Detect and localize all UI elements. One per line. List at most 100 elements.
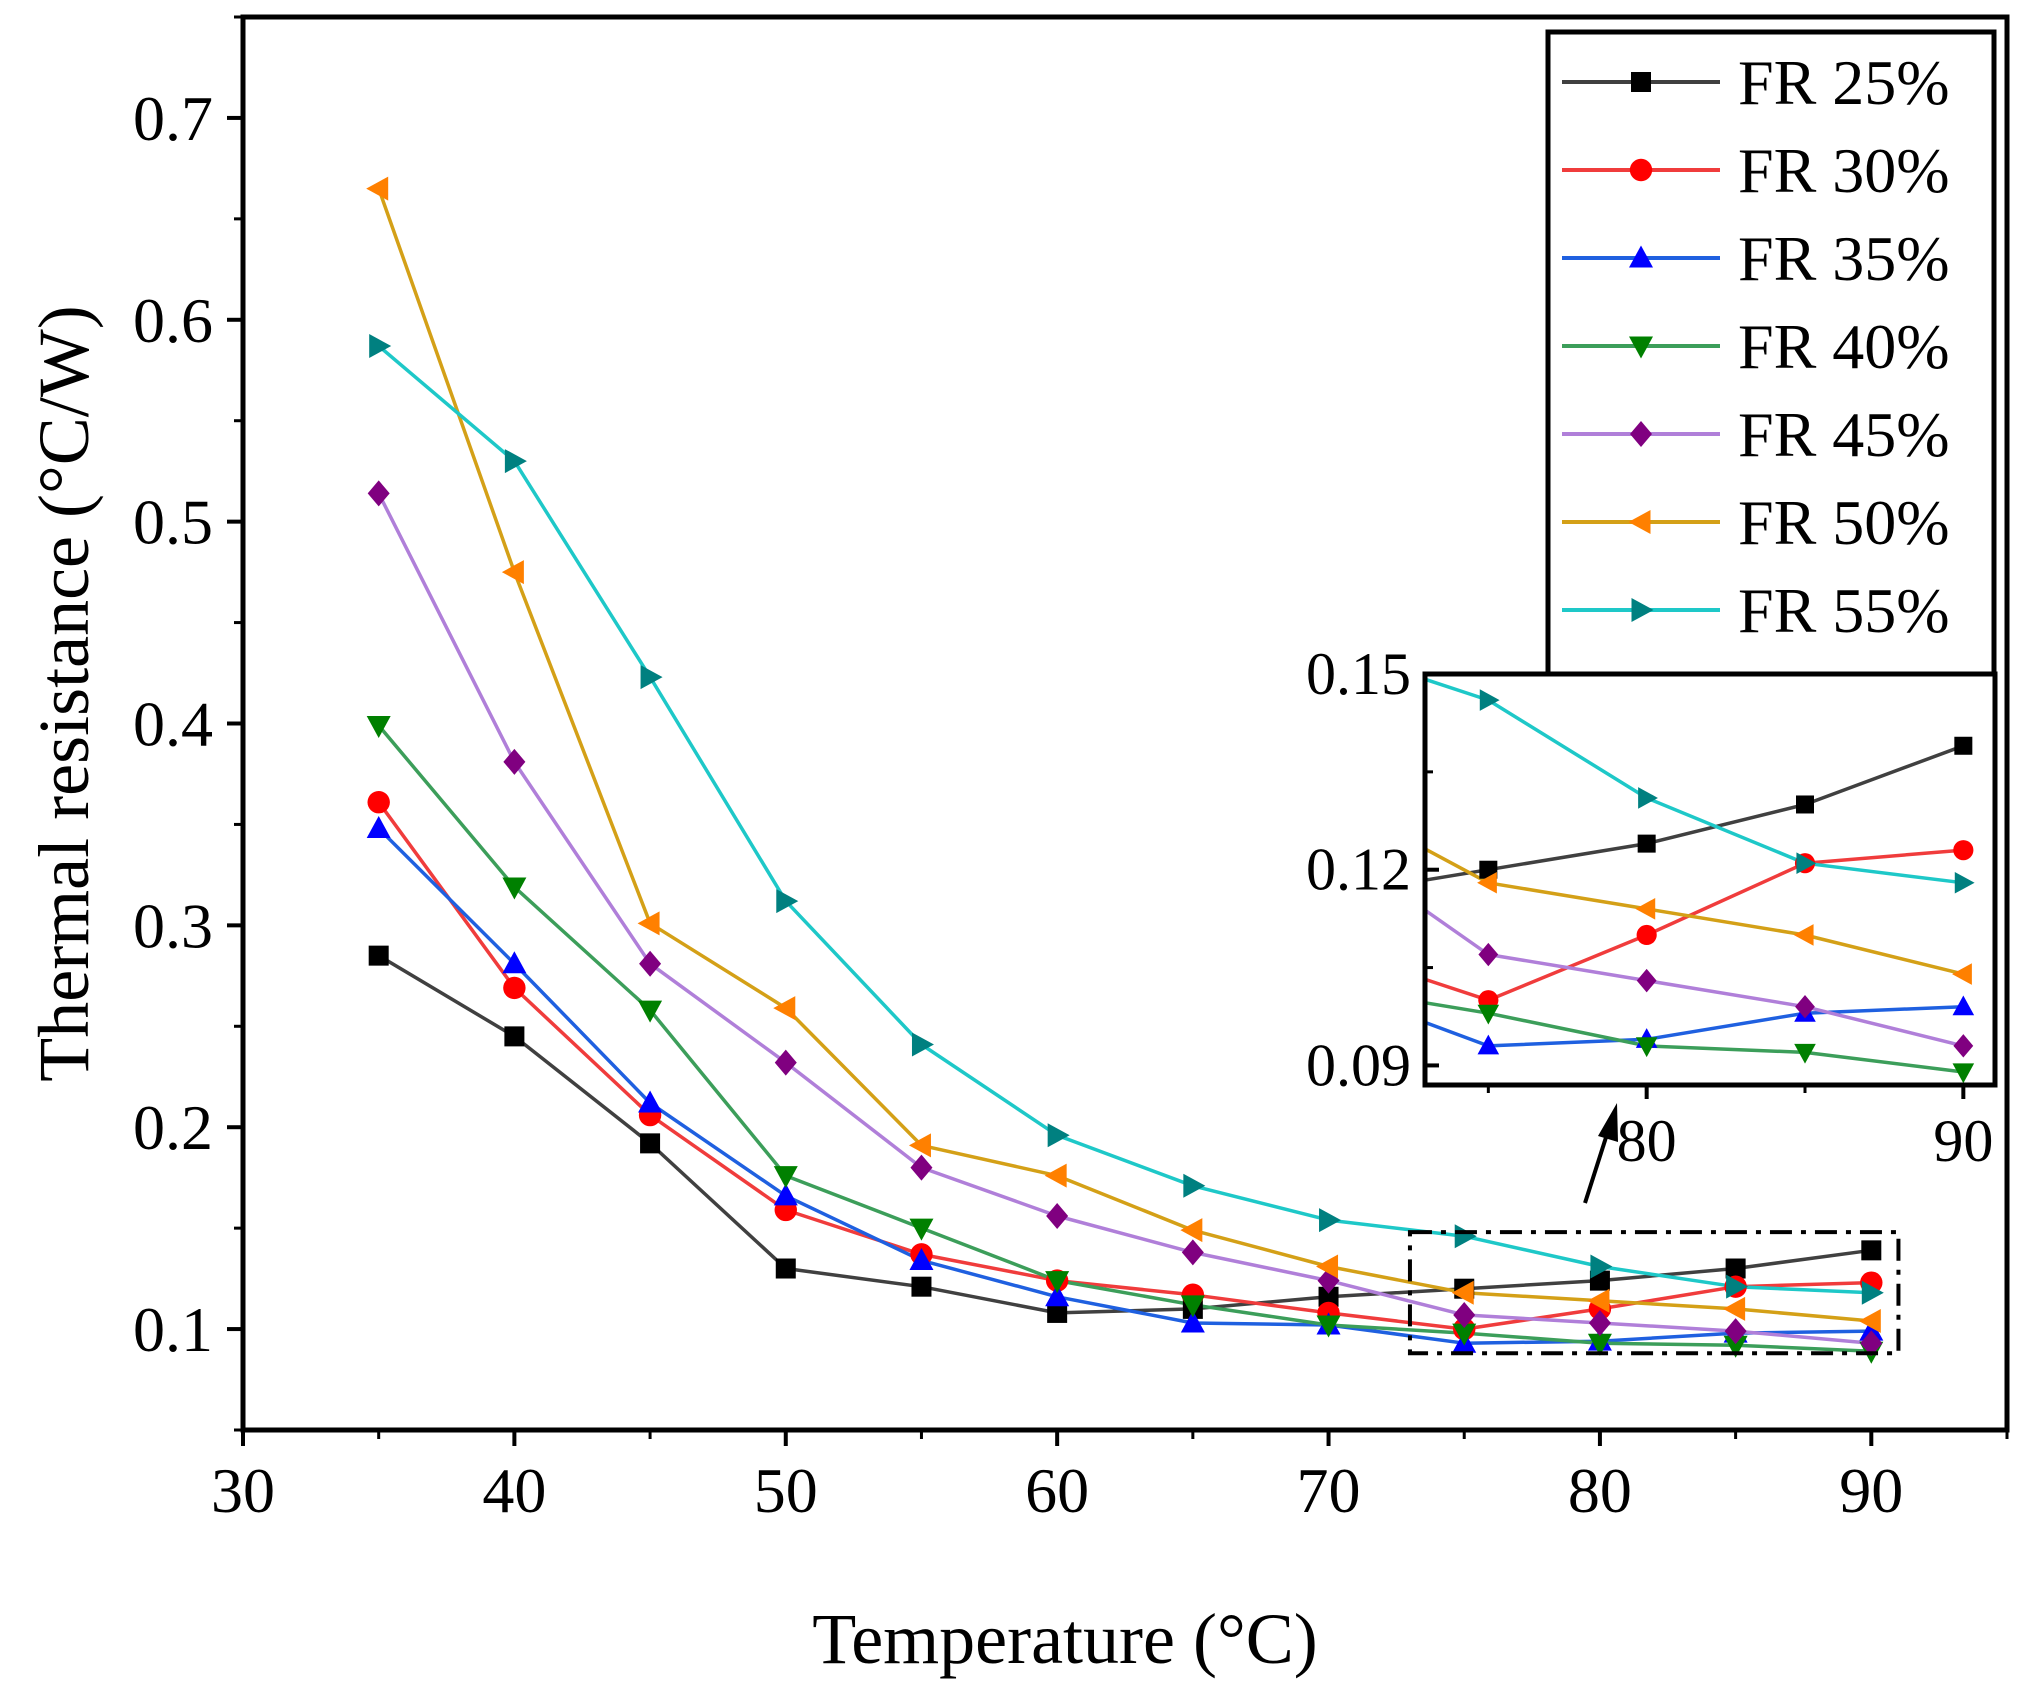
inset-series-group — [1425, 677, 1975, 1084]
data-point-s7-7 — [1183, 1173, 1206, 1198]
y-tick-label: 0.5 — [133, 487, 213, 558]
inset-point-s5-9 — [1478, 942, 1499, 967]
data-point-s1-5 — [911, 1276, 932, 1297]
data-point-s4-1 — [366, 716, 391, 739]
inset-point-s5-10 — [1636, 968, 1657, 993]
x-tick-label: 30 — [211, 1455, 275, 1526]
inset-chart: 80 90 0.09 0.12 0.15 — [1306, 641, 1998, 1174]
data-point-s7-5 — [911, 1032, 934, 1057]
data-point-s6-8 — [1316, 1254, 1339, 1279]
inset-point-s6-9 — [1477, 871, 1497, 894]
y-tick-label: 0.7 — [133, 83, 213, 154]
legend-marker-1 — [1631, 72, 1651, 92]
inset-point-s6-11 — [1793, 924, 1814, 946]
data-point-s4-2 — [502, 877, 527, 900]
inset-point-s6-12 — [1952, 963, 1972, 985]
inset-point-s7-10 — [1638, 787, 1658, 809]
series-line-2 — [377, 801, 1872, 1331]
x-tick-label: 90 — [1839, 1455, 1903, 1526]
y-tick-label: 0.1 — [133, 1294, 213, 1365]
legend: FR 25% FR 30% FR 35% FR 40% FR 45% FR 50% FR 5… — [1545, 29, 1997, 687]
inset-point-s7-11 — [1796, 852, 1817, 874]
data-point-s3-5 — [909, 1247, 934, 1270]
data-point-s7-12 — [1861, 1280, 1884, 1305]
legend-label-4: FR 40% — [1738, 311, 1950, 382]
inset-point-s4-9 — [1477, 1004, 1500, 1025]
x-tick-label: 70 — [1297, 1455, 1361, 1526]
data-point-s4-8 — [1316, 1315, 1341, 1338]
y-axis-title: Thermal resistance (°C/W) — [24, 305, 104, 1081]
data-point-s3-12 — [1859, 1318, 1884, 1341]
inset-point-s2-12 — [1953, 840, 1974, 861]
inset-point-s5-11 — [1795, 995, 1815, 1019]
data-point-s6-12 — [1858, 1308, 1881, 1333]
inset-point-s1-10 — [1637, 834, 1656, 853]
series-line-3 — [377, 827, 1872, 1345]
data-point-s6-6 — [1044, 1163, 1067, 1188]
inset-frame — [1422, 671, 1998, 1088]
data-point-s5-1 — [367, 480, 390, 507]
data-point-s4-5 — [909, 1218, 934, 1241]
inset-series-line-5 — [1425, 908, 1964, 1048]
data-point-s3-1 — [366, 815, 391, 838]
data-point-s3-3 — [638, 1090, 663, 1113]
data-point-s4-4 — [773, 1166, 798, 1189]
data-point-s6-2 — [501, 560, 524, 585]
data-point-s5-2 — [503, 748, 526, 775]
legend-label-2: FR 30% — [1738, 135, 1950, 206]
data-point-s7-11 — [1726, 1274, 1749, 1299]
data-point-s1-1 — [368, 945, 389, 966]
data-point-s5-3 — [639, 950, 662, 977]
data-point-s3-6 — [1045, 1284, 1070, 1307]
x-tick-label: 80 — [1568, 1455, 1632, 1526]
data-point-s3-7 — [1180, 1310, 1205, 1333]
inset-series-line-6 — [1425, 846, 1964, 976]
x-tick-label: 50 — [754, 1455, 818, 1526]
data-point-s6-1 — [366, 176, 389, 201]
legend-marker-2 — [1629, 158, 1653, 182]
data-point-s6-9 — [1451, 1280, 1474, 1305]
data-point-s6-10 — [1587, 1288, 1610, 1313]
data-point-s7-8 — [1319, 1208, 1342, 1233]
y-tick-label: 0.6 — [133, 285, 213, 356]
inset-point-s1-12 — [1954, 736, 1973, 755]
inset-series-line-4 — [1425, 1000, 1964, 1074]
data-point-s5-10 — [1588, 1310, 1611, 1337]
series-line-6 — [377, 188, 1872, 1323]
data-point-s6-4 — [773, 996, 796, 1021]
data-point-s1-6 — [1047, 1302, 1068, 1323]
data-point-s6-5 — [908, 1133, 931, 1158]
x-axis-title: Temperature (°C) — [812, 1599, 1318, 1679]
data-point-s2-2 — [503, 976, 526, 1000]
legend-marker-7 — [1631, 598, 1654, 622]
data-point-s1-8 — [1318, 1286, 1339, 1307]
legend-marker-3 — [1629, 245, 1653, 268]
legend-marker-5 — [1630, 421, 1652, 447]
data-point-s4-11 — [1723, 1335, 1748, 1358]
data-point-s7-6 — [1047, 1123, 1070, 1148]
data-point-s7-1 — [369, 334, 392, 359]
x-tick-label: 40 — [482, 1455, 546, 1526]
inset-point-s4-12 — [1952, 1063, 1975, 1084]
data-point-s7-4 — [776, 889, 799, 914]
legend-label-7: FR 55% — [1738, 575, 1950, 646]
inset-point-s7-12 — [1954, 871, 1975, 894]
x-tick-label: 60 — [1025, 1455, 1089, 1526]
legend-label-5: FR 45% — [1738, 399, 1950, 470]
inset-point-s4-10 — [1635, 1037, 1658, 1058]
data-point-s5-5 — [910, 1154, 933, 1181]
legend-marker-4 — [1629, 336, 1653, 359]
inset-point-s1-11 — [1796, 795, 1814, 814]
inset-point-s3-12 — [1952, 995, 1975, 1016]
data-point-s1-2 — [504, 1026, 525, 1047]
inset-y-tick-label: 0.15 — [1306, 641, 1411, 707]
data-point-s4-10 — [1587, 1333, 1612, 1356]
data-point-s7-2 — [504, 449, 527, 474]
data-point-s1-3 — [640, 1133, 661, 1154]
inset-y-tick-label: 0.12 — [1306, 837, 1411, 903]
data-point-s3-4 — [773, 1183, 798, 1206]
data-point-s2-1 — [367, 791, 390, 814]
series-line-4 — [377, 724, 1872, 1354]
